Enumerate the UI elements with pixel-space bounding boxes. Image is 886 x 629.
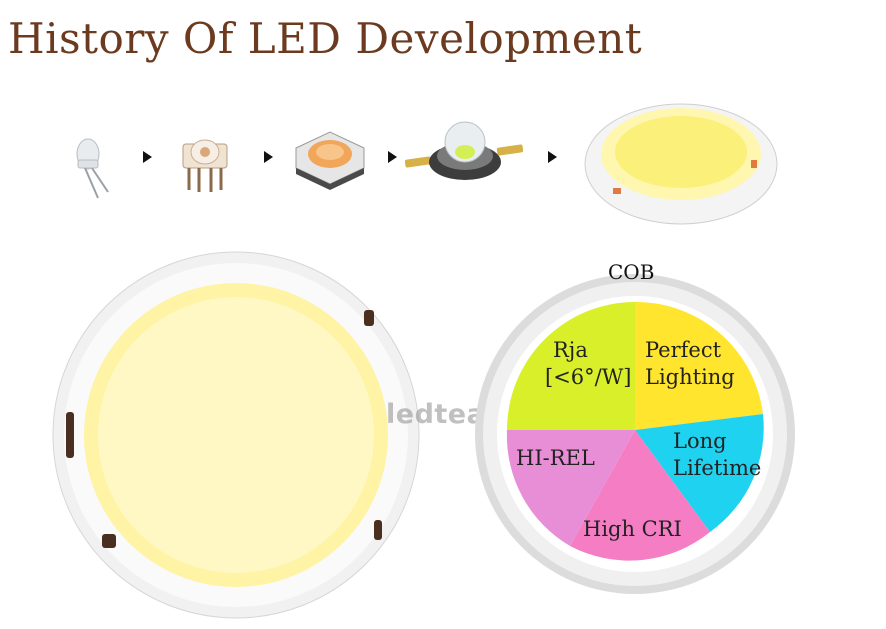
segment-hi-rel: [506, 430, 635, 546]
rja-label: Rja [<6°/W]: [545, 338, 632, 389]
hi-rel-label: HI-REL: [516, 446, 595, 470]
large-cob-chip-icon: [52, 251, 420, 619]
perfect-lighting-label: Perfect Lighting: [645, 338, 735, 389]
cob-title: COB: [608, 260, 655, 284]
long-lifetime-label: Long Lifetime: [673, 429, 762, 480]
segment-long-lifetime: [635, 414, 764, 532]
high-cri-label: High CRI: [583, 517, 682, 541]
arrow-icon: [548, 151, 557, 163]
arrow-icon: [388, 151, 397, 163]
arrow-icon: [264, 151, 273, 163]
smd-led-icon: [295, 131, 365, 190]
segment-rja: [507, 302, 635, 430]
segment-high-cri: [570, 430, 710, 561]
page-title: History Of LED Development: [8, 14, 643, 63]
high-power-led-icon: [405, 121, 523, 180]
small-cob-led-icon: [584, 103, 778, 225]
segment-perfect-lighting: [635, 301, 763, 430]
through-hole-led-icon: [76, 138, 109, 199]
cob-properties-diagram: [475, 274, 795, 594]
piranha-led-icon: [182, 139, 228, 192]
arrow-icon: [143, 151, 152, 163]
